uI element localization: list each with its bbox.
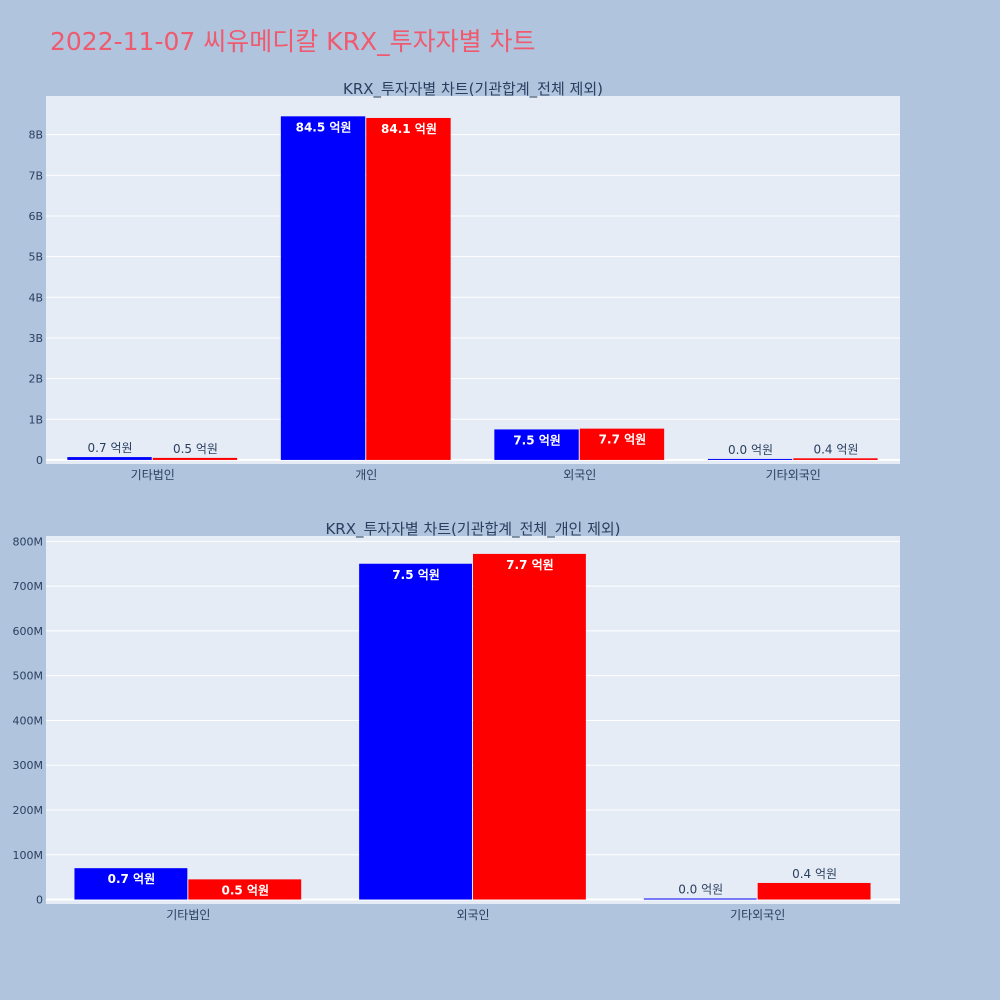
data-label: 7.5 억원 <box>392 568 440 582</box>
data-label: 0.5 억원 <box>173 442 218 456</box>
y-tick-label: 0 <box>36 454 43 467</box>
data-label: 0.5 억원 <box>222 883 270 897</box>
bar <box>757 882 871 900</box>
page-title: 2022-11-07 씨유메디칼 KRX_투자자별 차트 <box>50 27 536 56</box>
y-tick-label: 800M <box>13 535 44 548</box>
bar <box>707 458 793 460</box>
data-label: 84.5 억원 <box>296 120 352 134</box>
x-tick-label: 기타외국인 <box>766 468 821 482</box>
chart-2: 0 100M 200M 300M 400M 500M 600M 700M 800M KRX_투자자… <box>13 520 900 922</box>
data-label: 0.7 억원 <box>88 441 133 455</box>
data-label: 7.7 억원 <box>506 558 554 572</box>
data-label: 0.7 억원 <box>108 872 156 886</box>
y-tick-label: 600M <box>13 625 44 638</box>
bar <box>366 117 451 460</box>
y-tick-label: 6B <box>28 210 43 223</box>
data-label: 7.7 억원 <box>599 433 647 447</box>
bar <box>359 563 472 900</box>
y-tick-label: 7B <box>28 169 43 182</box>
bar <box>67 457 152 460</box>
data-label: 0.4 억원 <box>792 867 837 881</box>
y-tick-label: 400M <box>13 714 44 727</box>
bar <box>473 553 586 900</box>
y-tick-label: 300M <box>13 759 44 772</box>
x-tick-label: 기타법인 <box>166 908 210 922</box>
chart-title: KRX_투자자별 차트(기관합계_전체 제외) <box>343 80 603 99</box>
bar <box>793 458 878 460</box>
bar <box>579 428 665 460</box>
y-tick-label: 3B <box>28 332 43 345</box>
bar <box>152 457 238 460</box>
y-tick-label: 200M <box>13 804 44 817</box>
data-label: 0.0 억원 <box>728 443 773 457</box>
x-tick-label: 외국인 <box>456 908 489 922</box>
y-tick-label: 100M <box>13 849 44 862</box>
y-tick-label: 5B <box>28 251 43 264</box>
data-label: 84.1 억원 <box>381 122 437 136</box>
x-tick-label: 기타법인 <box>131 468 175 482</box>
y-tick-label: 500M <box>13 670 44 683</box>
plot-area <box>46 96 900 464</box>
bar <box>643 898 757 900</box>
y-tick-label: 8B <box>28 129 43 142</box>
data-label: 0.0 억원 <box>678 883 723 897</box>
bar <box>188 879 302 900</box>
x-tick-label: 기타외국인 <box>730 908 785 922</box>
y-tick-label: 2B <box>28 373 43 386</box>
bar <box>494 429 579 460</box>
y-tick-label: 700M <box>13 580 44 593</box>
bar <box>280 116 366 460</box>
data-label: 0.4 억원 <box>813 442 858 456</box>
bar <box>74 868 188 900</box>
chart-title: KRX_투자자별 차트(기관합계_전체_개인 제외) <box>325 520 620 539</box>
x-tick-label: 외국인 <box>563 468 596 482</box>
y-tick-label: 0 <box>36 894 43 907</box>
y-tick-label: 1B <box>28 413 43 426</box>
chart-1: 0 1B 2B 3B 4B 5B 6B 7B 8B KRX_투자자별 차트(기관합계_전체 제외)… <box>28 80 900 482</box>
data-label: 7.5 억원 <box>513 433 561 447</box>
x-tick-label: 개인 <box>355 468 377 482</box>
y-tick-label: 4B <box>28 291 43 304</box>
